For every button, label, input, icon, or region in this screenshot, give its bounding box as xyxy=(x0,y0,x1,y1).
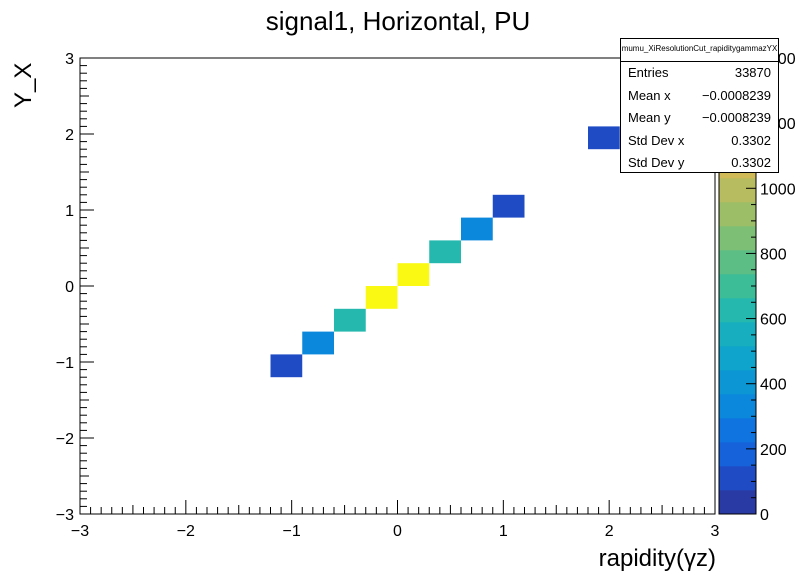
heatmap-bin-6 xyxy=(461,217,493,241)
palette-segment xyxy=(719,466,756,491)
palette-segment xyxy=(719,226,756,251)
stats-label: Entries xyxy=(628,65,669,80)
x-axis-label: rapidity(γz) xyxy=(599,545,716,572)
palette-segment xyxy=(719,490,756,515)
y-tick-label: −1 xyxy=(56,355,74,372)
heatmap-bin-5 xyxy=(429,240,461,264)
stats-value: −0.0008239 xyxy=(701,110,771,126)
bins-layer xyxy=(270,126,620,378)
z-tick-label: 0 xyxy=(760,507,769,524)
stats-value: −0.0008239 xyxy=(701,87,771,103)
heatmap-bin-3 xyxy=(365,286,398,309)
y-tick-label: 3 xyxy=(65,51,74,68)
heatmap-bin-1 xyxy=(302,331,334,355)
stats-row-stddev-x: Std Dev x 0.3302 xyxy=(621,130,778,153)
z-tick-label: 1000 xyxy=(760,181,796,198)
y-tick-label: 2 xyxy=(65,127,74,144)
stats-row-entries: Entries 33870 xyxy=(621,62,778,85)
ticks-layer: −3 −2 −1 0 1 2 3 −3 −2 −1 0 1 2 3 xyxy=(56,51,720,540)
palette-segment xyxy=(719,394,756,419)
stats-row-mean-y: Mean y −0.0008239 xyxy=(621,107,778,130)
z-tick-label: 200 xyxy=(760,442,787,459)
stats-box: mumu_XiResolutionCut_rapiditygammazYX En… xyxy=(620,38,779,173)
palette-segment xyxy=(719,370,756,395)
z-tick-label: 400 xyxy=(760,377,787,394)
y-tick-label: 1 xyxy=(65,203,74,220)
x-tick-label: −1 xyxy=(283,523,301,540)
palette-segment xyxy=(719,322,756,347)
stats-label: Std Dev x xyxy=(628,132,685,148)
x-tick-label: 0 xyxy=(393,523,402,540)
y-tick-label: −2 xyxy=(56,431,74,448)
stats-row-mean-x: Mean x −0.0008239 xyxy=(621,85,778,108)
x-tick-label: 1 xyxy=(499,523,508,540)
palette-segment xyxy=(719,418,756,443)
z-tick-label: 800 xyxy=(760,246,787,263)
stats-box-name: mumu_XiResolutionCut_rapiditygammazYX xyxy=(621,39,778,62)
palette-segment xyxy=(719,346,756,371)
palette-segment xyxy=(719,442,756,467)
heatmap-bin-8 xyxy=(588,126,620,150)
stats-value: 33870 xyxy=(734,65,771,80)
stats-label: Std Dev y xyxy=(628,155,685,171)
palette-segment xyxy=(719,202,756,227)
stats-value: 0.3302 xyxy=(731,132,771,148)
y-tick-label: 0 xyxy=(65,279,74,296)
chart-title: signal1, Horizontal, PU xyxy=(265,6,531,36)
heatmap-bin-0 xyxy=(270,354,303,378)
heatmap-bin-2 xyxy=(334,308,366,332)
stats-label: Mean y xyxy=(628,110,671,126)
z-tick-label: 600 xyxy=(760,312,787,329)
x-tick-label: 2 xyxy=(605,523,614,540)
palette-segment xyxy=(719,178,756,203)
x-tick-label: −2 xyxy=(177,523,195,540)
heatmap-bin-7 xyxy=(492,194,525,218)
stats-row-stddev-y: Std Dev y 0.3302 xyxy=(621,152,778,175)
x-tick-label: 3 xyxy=(711,523,720,540)
stats-value: 0.3302 xyxy=(731,155,771,171)
y-axis-label: Y_X xyxy=(10,63,37,108)
palette-segment xyxy=(719,274,756,299)
stats-label: Mean x xyxy=(628,87,671,103)
palette-segment xyxy=(719,250,756,275)
y-tick-label: −3 xyxy=(56,507,74,524)
heatmap-bin-4 xyxy=(397,263,430,286)
x-tick-label: −3 xyxy=(71,523,89,540)
